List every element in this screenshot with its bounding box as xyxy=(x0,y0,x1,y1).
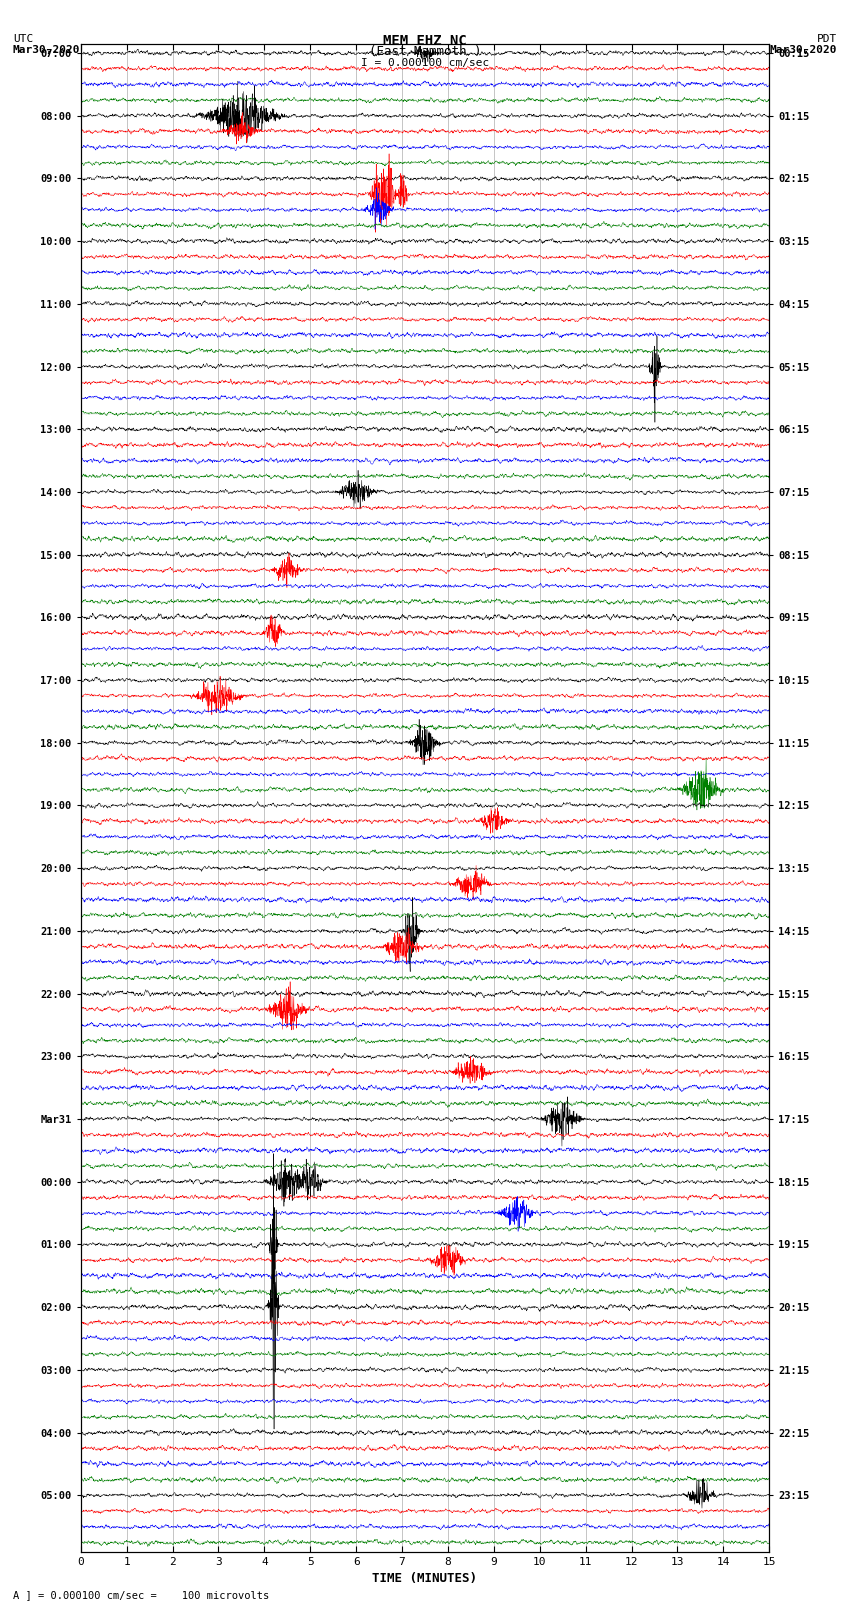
Text: MEM EHZ NC: MEM EHZ NC xyxy=(383,34,467,48)
Text: A ] = 0.000100 cm/sec =    100 microvolts: A ] = 0.000100 cm/sec = 100 microvolts xyxy=(13,1590,269,1600)
Text: PDT: PDT xyxy=(817,34,837,44)
Text: UTC: UTC xyxy=(13,34,33,44)
Text: I = 0.000100 cm/sec: I = 0.000100 cm/sec xyxy=(361,58,489,68)
Text: Mar30,2020: Mar30,2020 xyxy=(770,45,837,55)
Text: Mar30,2020: Mar30,2020 xyxy=(13,45,80,55)
Text: (East Mammoth ): (East Mammoth ) xyxy=(369,45,481,58)
X-axis label: TIME (MINUTES): TIME (MINUTES) xyxy=(372,1573,478,1586)
